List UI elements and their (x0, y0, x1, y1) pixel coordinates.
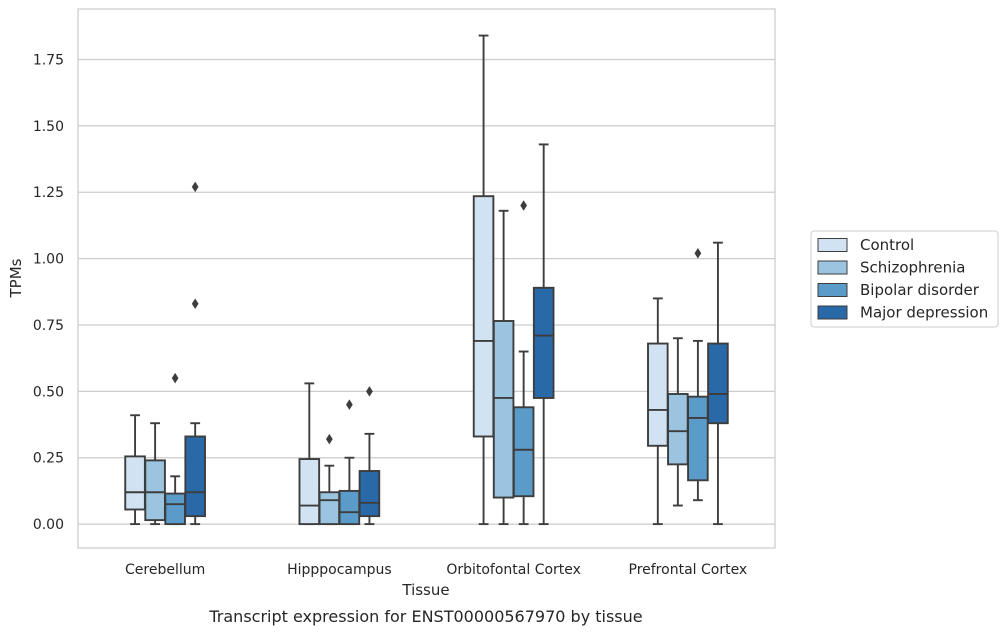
y-tick-label: 0.25 (33, 451, 64, 467)
legend-frame (810, 230, 999, 328)
legend-label: Bipolar disorder (860, 281, 980, 299)
box (164, 492, 186, 526)
box-group (472, 34, 555, 526)
legend-swatch (817, 283, 848, 297)
x-tick-labels: Cerebellum Hipppocampus Orbitofontal Corte… (125, 562, 747, 578)
y-tick-label: 0.50 (33, 384, 64, 400)
chart-caption: Transcript expression for ENST0000056797… (208, 607, 642, 626)
outlier-point (346, 399, 353, 410)
outlier-point (325, 433, 333, 445)
box-group (647, 241, 729, 526)
outlier-point (171, 372, 179, 384)
box (472, 195, 495, 438)
y-tick-label: 1.00 (33, 252, 64, 268)
box-group (298, 382, 381, 526)
box (512, 406, 535, 498)
box (124, 455, 146, 511)
legend-label: Major depression (860, 304, 988, 322)
box (532, 286, 555, 399)
box-group (124, 181, 206, 526)
y-tick-label: 1.25 (33, 185, 64, 201)
legend-swatch (817, 238, 848, 252)
y-tick-label: 1.75 (33, 52, 64, 68)
plot-area (78, 9, 775, 548)
legend: Control Schizophrenia Bipolar disorder Majo… (810, 230, 999, 328)
box (318, 491, 341, 526)
y-tick-label: 1.50 (33, 119, 64, 135)
legend-swatch (817, 305, 848, 320)
box (492, 320, 515, 499)
box (184, 435, 206, 518)
box (144, 459, 166, 522)
y-tick-label: 0.00 (33, 517, 64, 533)
box (358, 470, 381, 518)
outlier-point (191, 181, 199, 193)
outlier-point (191, 298, 199, 309)
outlier-point (520, 200, 528, 211)
legend-swatch (817, 260, 848, 275)
x-tick-label: Orbitofontal Cortex (446, 562, 581, 578)
y-axis-label: TPMs (7, 258, 25, 298)
y-tick-label: 0.75 (33, 318, 64, 334)
box (707, 342, 729, 425)
x-tick-label: Cerebellum (125, 562, 205, 578)
outlier-point (366, 386, 373, 397)
outlier-point (694, 248, 702, 259)
box-groups (124, 34, 729, 526)
box (667, 393, 689, 466)
x-axis-label: Tissue (401, 581, 449, 599)
box (338, 489, 361, 526)
legend-label: Control (860, 236, 914, 254)
box (298, 458, 321, 526)
legend-label: Schizophrenia (860, 259, 965, 277)
x-tick-label: Prefrontal Cortex (629, 562, 748, 578)
plot-frame (77, 8, 776, 549)
y-tick-labels: 0.00 0.25 0.50 0.75 1.00 1.25 1.50 1.75 (33, 52, 64, 533)
box (687, 395, 709, 482)
box (647, 342, 669, 447)
x-tick-label: Hipppocampus (287, 562, 392, 578)
